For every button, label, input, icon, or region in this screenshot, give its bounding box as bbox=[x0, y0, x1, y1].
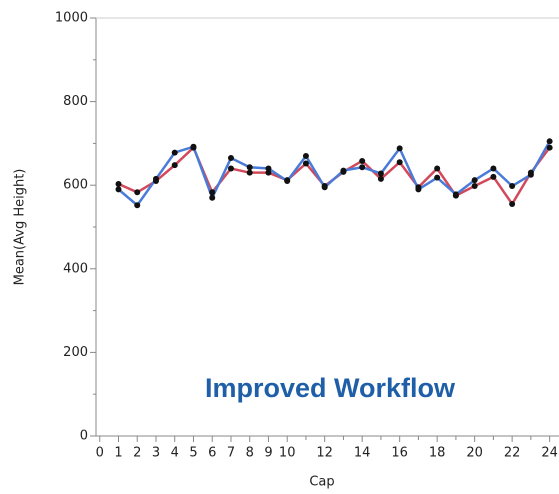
x-tick-label: 8 bbox=[246, 446, 254, 461]
x-tick-label: 5 bbox=[189, 446, 197, 461]
y-tick-label: 1000 bbox=[55, 11, 88, 26]
marker bbox=[359, 157, 366, 164]
x-tick-label: 18 bbox=[429, 446, 446, 461]
marker bbox=[171, 162, 178, 169]
x-tick-label: 16 bbox=[391, 446, 408, 461]
y-tick-label: 200 bbox=[63, 345, 88, 360]
x-tick-label: 6 bbox=[208, 446, 216, 461]
y-tick-label: 600 bbox=[63, 178, 88, 193]
marker bbox=[396, 145, 403, 152]
marker bbox=[377, 170, 384, 177]
marker bbox=[340, 167, 347, 174]
x-tick-label: 0 bbox=[96, 446, 104, 461]
marker bbox=[452, 191, 459, 198]
marker bbox=[490, 165, 497, 172]
x-tick-label: 24 bbox=[541, 446, 558, 461]
marker bbox=[152, 175, 159, 182]
marker bbox=[265, 169, 272, 176]
marker bbox=[509, 183, 516, 190]
x-tick-label: 7 bbox=[227, 446, 235, 461]
x-tick-label: 4 bbox=[171, 446, 179, 461]
marker bbox=[509, 201, 516, 208]
marker bbox=[377, 175, 384, 182]
marker bbox=[171, 149, 178, 156]
series-line bbox=[117, 140, 551, 208]
x-tick-label: 3 bbox=[152, 446, 160, 461]
marker bbox=[246, 164, 253, 171]
marker bbox=[321, 184, 328, 191]
marker bbox=[190, 143, 197, 150]
marker bbox=[471, 183, 478, 190]
marker bbox=[115, 180, 122, 187]
marker bbox=[209, 189, 216, 196]
marker bbox=[302, 152, 309, 159]
marker bbox=[490, 173, 497, 180]
x-tick-label: 9 bbox=[264, 446, 272, 461]
y-tick-label: 0 bbox=[80, 429, 88, 444]
marker bbox=[359, 164, 366, 171]
annotation: Improved Workflow bbox=[205, 373, 456, 403]
marker bbox=[415, 186, 422, 193]
marker bbox=[471, 177, 478, 184]
marker bbox=[265, 165, 272, 172]
x-axis-label: Cap bbox=[309, 475, 334, 490]
marker bbox=[209, 194, 216, 201]
x-tick-label: 20 bbox=[466, 446, 483, 461]
series-line bbox=[117, 145, 551, 207]
x-tick-label: 1 bbox=[114, 446, 122, 461]
marker bbox=[284, 178, 291, 185]
x-tick-label: 22 bbox=[504, 446, 521, 461]
y-tick-label: 400 bbox=[63, 261, 88, 276]
marker bbox=[115, 186, 122, 193]
marker bbox=[302, 160, 309, 167]
x-tick-label: 10 bbox=[279, 446, 296, 461]
marker bbox=[246, 169, 253, 176]
marker bbox=[396, 159, 403, 166]
marker bbox=[227, 155, 234, 162]
x-tick-label: 2 bbox=[133, 446, 141, 461]
marker bbox=[434, 165, 441, 172]
marker bbox=[546, 144, 553, 151]
marker bbox=[434, 174, 441, 181]
y-tick-label: 800 bbox=[63, 94, 88, 109]
y-axis-label: Mean(Avg Height) bbox=[13, 169, 28, 286]
marker bbox=[227, 165, 234, 172]
marker bbox=[527, 171, 534, 178]
marker bbox=[134, 202, 141, 209]
x-tick-label: 14 bbox=[354, 446, 371, 461]
marker bbox=[546, 138, 553, 145]
marker bbox=[134, 189, 141, 196]
x-tick-label: 12 bbox=[316, 446, 333, 461]
